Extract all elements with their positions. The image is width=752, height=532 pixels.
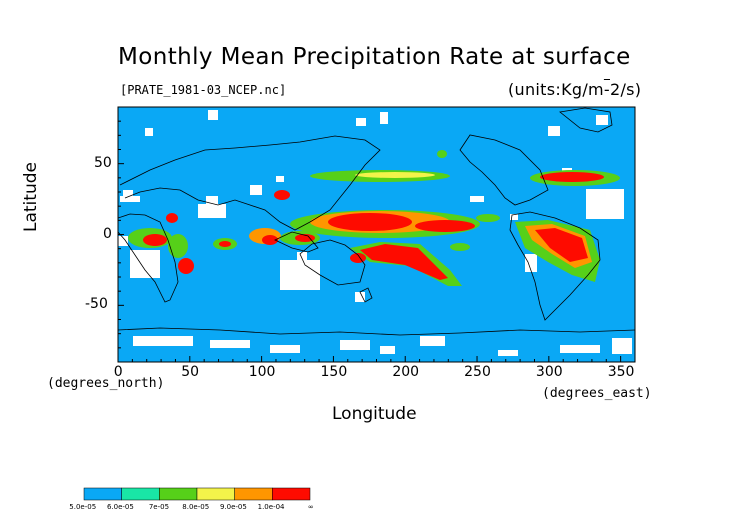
y-tick-label: 50 — [94, 154, 112, 171]
axis-ticks — [117, 120, 622, 362]
x-axis-unit: (degrees_east) — [542, 386, 652, 401]
units-label: (units:Kg/m-2/s) — [508, 80, 642, 99]
itcz-pacific-band — [290, 210, 480, 238]
y-tick-label: 0 — [103, 225, 112, 242]
x-tick-label: 250 — [464, 364, 491, 380]
north-pacific-storm — [310, 170, 450, 182]
x-tick-label: 150 — [320, 364, 348, 380]
colorbar-label: 6.0e-05 — [106, 503, 134, 511]
missing-data — [118, 110, 632, 356]
colorbar — [83, 487, 311, 501]
colorbar-swatch — [234, 487, 273, 501]
coastlines — [118, 107, 635, 336]
amazon-rain — [515, 220, 600, 282]
x-tick-label: 50 — [181, 364, 200, 380]
x-tick-label: 100 — [248, 364, 276, 380]
colorbar-label: ∞ — [307, 503, 314, 511]
colorbar-label: 7e-05 — [148, 503, 170, 511]
x-tick-label: 0 — [113, 364, 123, 380]
y-tick-label: -50 — [85, 296, 108, 313]
x-tick-label: 200 — [392, 364, 420, 380]
map-title: Monthly Mean Precipitation Rate at surfa… — [118, 44, 631, 70]
colorbar-swatch — [196, 487, 235, 501]
colorbar-label: 8.0e-05 — [182, 503, 210, 511]
africa-rain — [128, 213, 194, 274]
x-tick-label: 350 — [607, 364, 635, 380]
colorbar-swatch — [272, 487, 311, 501]
y-axis-unit: (degrees_north) — [47, 376, 165, 391]
colorbar-label: 1.0e-04 — [257, 503, 285, 511]
y-axis-label: Latitude — [21, 162, 41, 232]
colorbar-label: 5.0e-05 — [69, 503, 97, 511]
source-file-label: [PRATE_1981-03_NCEP.nc] — [120, 83, 287, 97]
colorbar-swatch — [121, 487, 160, 501]
colorbar-label: 9.0e-05 — [219, 503, 247, 511]
x-tick-label: 300 — [535, 364, 563, 380]
x-axis-label: Longitude — [332, 404, 417, 424]
mid-latitude-bands — [350, 150, 500, 263]
precipitation-field — [118, 107, 635, 356]
north-atlantic-storm — [530, 170, 620, 186]
colorbar-swatch — [159, 487, 198, 501]
indian-ocean-rain — [213, 190, 320, 250]
spcz-band — [350, 242, 462, 286]
colorbar-swatch — [83, 487, 122, 501]
